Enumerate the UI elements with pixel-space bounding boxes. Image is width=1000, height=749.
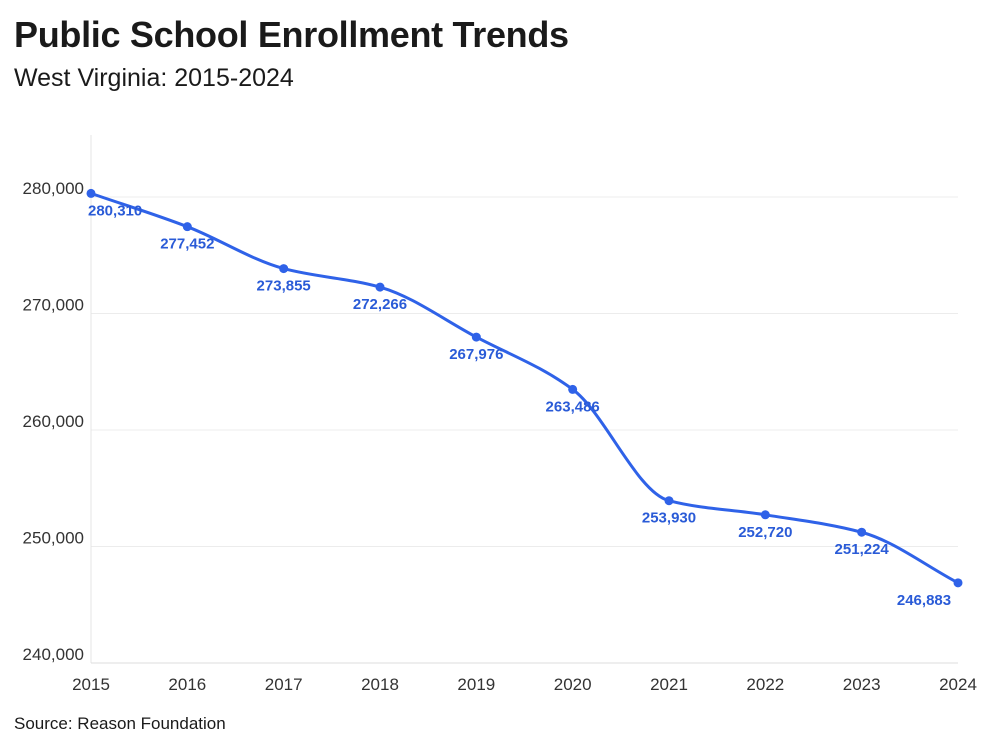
data-point-2024 <box>953 578 963 588</box>
data-label-2020: 263,486 <box>546 398 600 415</box>
data-point-2019 <box>471 332 481 342</box>
data-point-2023 <box>857 527 867 537</box>
x-tick-label-2020: 2020 <box>554 675 592 694</box>
y-tick-label: 280,000 <box>23 179 84 198</box>
source-note: Source: Reason Foundation <box>14 714 226 733</box>
chart-subtitle: West Virginia: 2015-2024 <box>14 64 294 92</box>
x-tick-label-2023: 2023 <box>843 675 881 694</box>
axes <box>90 135 958 664</box>
data-label-2016: 277,452 <box>160 236 214 253</box>
x-tick-label-2022: 2022 <box>746 675 784 694</box>
data-point-2020 <box>568 384 578 394</box>
data-label-2018: 272,266 <box>353 296 407 313</box>
data-point-2015 <box>86 188 96 198</box>
data-point-2016 <box>182 222 192 232</box>
data-label-2024: 246,883 <box>897 592 951 609</box>
data-point-2018 <box>375 282 385 292</box>
y-axis-ticks: 240,000 250,000 260,000 270,000 280,000 <box>23 179 84 664</box>
x-tick-label-2017: 2017 <box>265 675 303 694</box>
data-label-2022: 252,720 <box>738 524 792 541</box>
data-label-2019: 267,976 <box>449 346 503 363</box>
x-tick-label-2015: 2015 <box>72 675 110 694</box>
y-tick-label: 260,000 <box>23 412 84 431</box>
series-line <box>90 191 959 585</box>
data-point-2021 <box>664 496 674 506</box>
data-label-2015: 280,310 <box>88 202 142 219</box>
data-points <box>86 188 963 588</box>
x-tick-label-2024: 2024 <box>939 675 977 694</box>
x-tick-label-2016: 2016 <box>168 675 206 694</box>
data-point-2017 <box>279 264 289 274</box>
series-enrollment <box>90 191 959 585</box>
data-labels: 280,310 277,452 273,855 272,266 267,976 263,4… <box>88 202 951 608</box>
x-axis-ticks: 2015 2016 2017 2018 2019 2020 2021 2022 2023 2024 <box>72 675 977 694</box>
data-point-2022 <box>760 510 770 520</box>
y-tick-label: 270,000 <box>23 296 84 315</box>
chart-title: Public School Enrollment Trends <box>14 14 569 55</box>
x-tick-label-2018: 2018 <box>361 675 399 694</box>
data-label-2021: 253,930 <box>642 510 696 527</box>
y-tick-label: 240,000 <box>23 645 84 664</box>
data-label-2023: 251,224 <box>835 541 890 558</box>
y-tick-label: 250,000 <box>23 529 84 548</box>
x-tick-label-2021: 2021 <box>650 675 688 694</box>
x-tick-label-2019: 2019 <box>457 675 495 694</box>
gridlines <box>91 196 958 547</box>
data-label-2017: 273,855 <box>257 278 311 295</box>
